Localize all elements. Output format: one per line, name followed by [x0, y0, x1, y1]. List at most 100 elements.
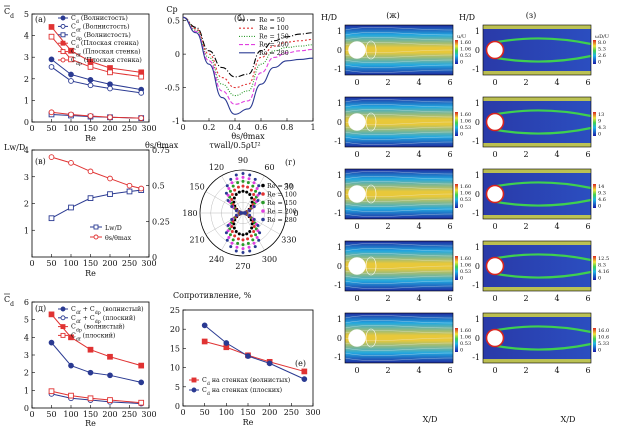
colorbar-label: 0 — [460, 132, 463, 138]
data-point-1-4 — [301, 376, 308, 382]
streamline — [344, 253, 454, 257]
y-tick-label: 1 — [475, 99, 480, 108]
y-tick-label: 1 — [24, 96, 29, 105]
polar-point-3-26 — [235, 245, 239, 249]
polar-point-3-31 — [256, 229, 260, 233]
data-point-5-4 — [138, 115, 145, 121]
y-tick-label: 2 — [24, 200, 29, 209]
polar-point-4-20 — [234, 213, 238, 217]
colorbar — [455, 112, 458, 136]
streamline — [344, 109, 454, 113]
streamline — [344, 315, 454, 319]
colorbar — [455, 328, 458, 352]
streamline — [344, 37, 454, 41]
y-tick-label: 1 — [337, 99, 342, 108]
data-point-2-2 — [87, 346, 94, 353]
x-tick-label: 6 — [585, 78, 590, 87]
x-tick-label: 0 — [492, 222, 497, 231]
polar-point-2-31 — [254, 227, 258, 231]
data-point-0-3 — [107, 372, 113, 379]
polar-point-4-25 — [229, 245, 233, 249]
data-point-4-0 — [48, 33, 55, 40]
panel-v: 0 50 100 150 200 250 300 1 2 3 4 0 0.25 0.5 0.75 Lw/D θs… — [4, 141, 179, 278]
data-point-5-1 — [68, 111, 74, 118]
legend-label: Re = 50 — [259, 17, 285, 24]
cylinder — [348, 185, 366, 203]
colorbar-label: 1.06 — [460, 119, 471, 125]
y-tick-label: 0 — [152, 253, 157, 262]
wall-layer — [483, 287, 591, 291]
legend-marker — [261, 217, 265, 222]
shear-layer — [496, 126, 592, 135]
contour-plot-4: 10-10 2 4 616.010.65.330 — [472, 312, 609, 375]
data-point-2-0 — [48, 311, 55, 318]
data-point-1-0 — [48, 64, 55, 70]
legend-marker — [60, 23, 66, 29]
legend-label: Re = 200 — [259, 42, 289, 49]
colorbar-label: 0.53 — [460, 341, 471, 347]
legend-marker — [60, 15, 66, 21]
angle-label: 270 — [235, 262, 250, 271]
polar-point-2-9 — [241, 179, 245, 183]
chart-title: Сопротивление, % — [173, 291, 252, 300]
polar-point-1-30 — [252, 230, 256, 234]
polar-point-3-8 — [247, 177, 251, 181]
x-tick-label: 6 — [585, 294, 590, 303]
y-tick-label: 1 — [475, 171, 480, 180]
polar-point-4-3 — [252, 204, 256, 208]
y-tick-label: 1 — [24, 226, 29, 235]
polar-point-3-29 — [252, 241, 256, 245]
polar-point-3-9 — [241, 175, 245, 179]
polar-point-4-13 — [224, 191, 228, 195]
colorbar — [593, 40, 596, 64]
y-tick-label: 0 — [475, 46, 480, 55]
y-axis-label: H/D — [459, 13, 475, 22]
panel-b: 0 0.2 0.4 0.6 0.8 1 -1 -0.5 0 0.5 Cp (б) θs/θmax Re =… — [165, 5, 316, 141]
streamline — [344, 59, 454, 63]
streamline — [344, 285, 454, 289]
data-point-3-0 — [48, 24, 55, 30]
cylinder — [348, 257, 366, 275]
data-point-0-2 — [87, 195, 94, 202]
x-tick-label: 6 — [447, 366, 452, 375]
axes-frame — [482, 96, 592, 148]
data-point-0-1 — [68, 204, 74, 211]
x-tick-label: 6 — [585, 366, 590, 375]
x-tick-label: 0.2 — [203, 123, 216, 132]
y-tick-label: 0 — [475, 262, 480, 271]
y-tick-label: 0 — [475, 190, 480, 199]
colorbar-label: 0 — [598, 348, 601, 354]
colorbar-title: ωD/U — [595, 34, 609, 40]
streamline — [344, 141, 454, 145]
wall-layer — [483, 97, 591, 101]
y-tick-label: -1 — [472, 281, 480, 290]
polar-point-2-8 — [246, 181, 250, 185]
polar-point-3-5 — [256, 193, 260, 197]
recirculation-zone — [365, 112, 377, 132]
axes-frame — [344, 240, 454, 292]
angle-label: 240 — [209, 255, 224, 264]
y-tick-label: 5 — [175, 383, 180, 392]
polar-point-3-6 — [255, 187, 259, 191]
x-tick-label: 0 — [29, 124, 34, 133]
data-point-0-4 — [138, 379, 145, 386]
polar-point-4-10 — [234, 173, 238, 177]
x-tick-label: 4 — [554, 294, 559, 303]
y-tick-label: -1 — [334, 137, 342, 146]
x-tick-label: 50 — [200, 408, 210, 417]
x-axis-label: X/D — [561, 415, 576, 424]
axes-frame — [344, 168, 454, 220]
legend-label: Cdp (Плоская стенка) — [71, 57, 142, 67]
polar-point-3-28 — [247, 245, 251, 249]
x-tick-label: 4 — [554, 222, 559, 231]
polar-point-2-12 — [228, 189, 232, 193]
contour-plot-0: 10-10 2 4 6u/U1.601.060.530 — [334, 24, 471, 87]
polar-point-2-23 — [228, 227, 232, 231]
y-tick-label: 1 — [24, 386, 29, 395]
colorbar-label: 1.06 — [460, 263, 471, 269]
legend-marker — [191, 377, 197, 383]
cylinder — [485, 256, 505, 276]
axes-frame — [31, 149, 150, 258]
axes-frame — [482, 312, 592, 364]
streamline — [344, 64, 454, 68]
